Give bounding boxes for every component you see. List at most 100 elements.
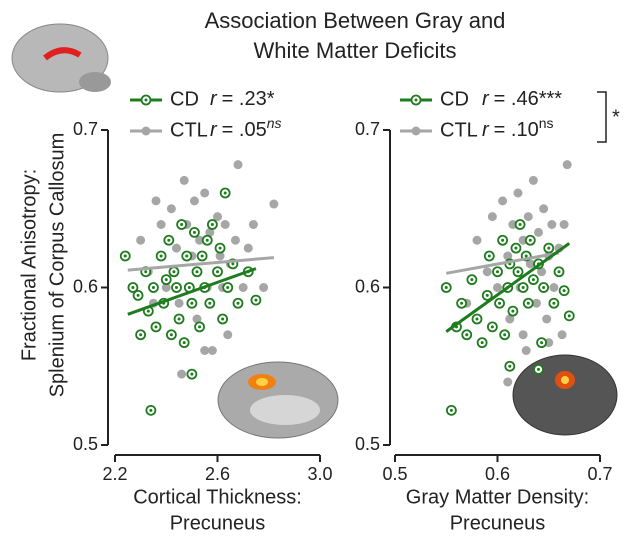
stat-value: = .46*** (494, 88, 563, 110)
point (499, 329, 511, 341)
x-tick-label: 2.2 (102, 464, 127, 484)
point-dot (482, 267, 492, 277)
point (222, 282, 234, 293)
point (127, 282, 139, 293)
point (528, 175, 538, 185)
point (269, 199, 279, 209)
point (195, 235, 205, 245)
point (456, 297, 468, 309)
point-center (475, 317, 479, 321)
y-axis-label: Splenium of Corpus Callosum (46, 133, 68, 398)
point-center (175, 286, 178, 289)
point-center (470, 278, 474, 282)
point-dot (200, 188, 210, 198)
point-center (236, 301, 240, 305)
point-dot (213, 212, 222, 222)
point (518, 235, 528, 245)
point (517, 282, 529, 293)
point (538, 282, 550, 293)
point (172, 243, 181, 253)
x-axis-label: Precuneus (170, 512, 266, 534)
point (200, 188, 210, 198)
point (492, 266, 503, 278)
point-dot (544, 338, 554, 348)
point (177, 369, 187, 379)
point (534, 227, 543, 237)
x-tick-label: 0.5 (382, 464, 407, 484)
point-dot (493, 283, 502, 292)
point-center (567, 314, 571, 318)
point-dot (200, 346, 210, 355)
point-center (487, 254, 491, 258)
stat-symbol: r (482, 119, 490, 141)
point (196, 250, 208, 262)
point-dot (523, 212, 533, 222)
point (514, 219, 526, 230)
y-tick-label: 0.7 (73, 119, 98, 139)
point-center (208, 301, 212, 305)
point (531, 298, 541, 308)
point (136, 235, 146, 245)
point-dot (230, 235, 240, 245)
point-dot (539, 204, 549, 214)
point (238, 283, 248, 292)
point (176, 219, 188, 230)
point-center (139, 333, 143, 337)
point (542, 314, 552, 324)
legend-label: CTL (170, 119, 208, 141)
legend-stat: r = .05ns (210, 115, 282, 142)
point (171, 282, 182, 293)
point (165, 329, 177, 341)
point-center (123, 254, 127, 258)
point-center (528, 238, 532, 242)
point (145, 404, 157, 416)
point-dot (269, 199, 279, 209)
point (232, 297, 244, 309)
point-center (460, 301, 464, 305)
point-center (518, 223, 522, 226)
point-dot (166, 204, 176, 214)
legend-marker (144, 98, 148, 102)
point (525, 259, 535, 269)
y-tick-label: 0.6 (73, 276, 98, 296)
legend-marker (411, 126, 421, 136)
point (189, 196, 199, 206)
point-center (226, 286, 230, 289)
point (250, 294, 262, 306)
point-center (514, 246, 518, 250)
point (558, 285, 570, 297)
title: White Matter Deficits (254, 38, 457, 63)
legend-stat: r = .10ns (482, 115, 554, 142)
medial-brain-icon (217, 361, 339, 439)
point (486, 321, 498, 333)
point (553, 266, 565, 278)
point-center (136, 293, 140, 297)
point-dot (525, 259, 535, 269)
point-center (508, 364, 512, 368)
point (487, 212, 497, 222)
point (493, 283, 502, 292)
point (204, 297, 216, 309)
x-tick-label: 0.7 (587, 464, 612, 484)
point (206, 219, 218, 230)
point-dot (136, 235, 146, 245)
point-center (154, 325, 158, 329)
point-dot (562, 160, 572, 170)
point-center (498, 301, 502, 305)
point-dot (207, 346, 217, 355)
point (174, 298, 184, 308)
point (186, 368, 198, 380)
point (527, 274, 539, 286)
point (539, 204, 549, 214)
point (522, 297, 534, 309)
point (220, 220, 230, 229)
point (151, 196, 161, 206)
point (461, 329, 473, 341)
point-dot (518, 235, 528, 245)
point-center (198, 325, 202, 329)
x-axis-label: Cortical Thickness: (133, 486, 302, 508)
point-center (167, 238, 171, 242)
point (201, 234, 213, 246)
y-tick-label: 0.5 (73, 434, 98, 454)
point (533, 363, 544, 375)
